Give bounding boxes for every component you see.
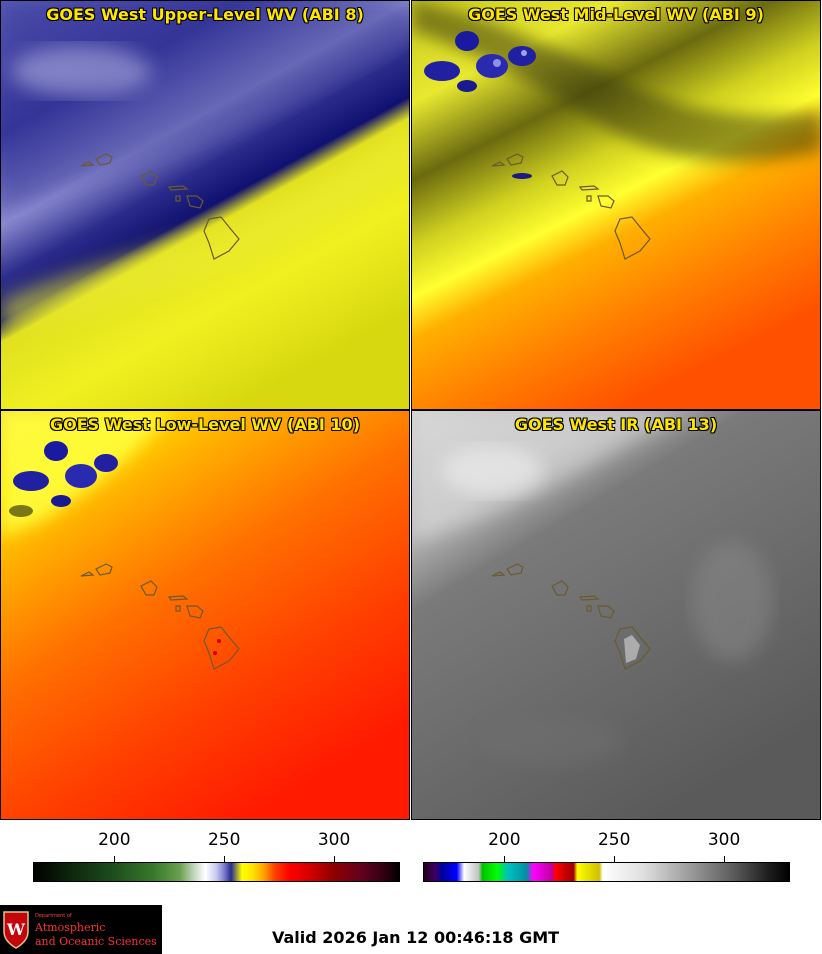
mid-level-wv-image [412,1,820,409]
coastline-hawaii-2 [491,153,651,260]
coastline-hawaii-1 [80,153,240,260]
colorbar-tick-mark [334,856,336,862]
colorbar-tick-label: 250 [207,830,241,850]
colorbar-tick-label: 300 [707,830,741,850]
coastline-hawaii-4 [491,563,651,670]
upper-level-wv-image [1,1,409,409]
logo-org-line1: Atmospheric [35,921,106,934]
convective-clouds [424,31,536,179]
uw-crest-icon: W [3,911,29,949]
panel-title: GOES West Upper-Level WV (ABI 8) [46,5,364,24]
logo-org-line2: and Oceanic Sciences [35,935,157,948]
colorbar-tick-label: 200 [98,830,131,850]
low-level-wv-panel: GOES West Low-Level WV (ABI 10) [0,410,410,820]
svg-text:W: W [6,920,26,939]
ir-colorbar: 200 250 300 [423,826,790,886]
panel-title: GOES West Mid-Level WV (ABI 9) [468,5,764,24]
infrared-panel: GOES West IR (ABI 13) [411,410,821,820]
colorbar-tick-mark [224,856,226,862]
panel-title: GOES West IR (ABI 13) [514,415,718,434]
coastline-hawaii-3 [80,563,240,670]
infrared-image [412,411,820,819]
panel-title: GOES West Low-Level WV (ABI 10) [49,415,360,434]
logo-dept-text: Department of [35,913,72,919]
colorbar-tick-label: 250 [597,830,631,850]
colorbar-tick-label: 200 [488,830,521,850]
colorbar-tick-mark [614,856,616,862]
low-level-wv-image [1,411,409,819]
valid-time: Valid 2026 Jan 12 00:46:18 GMT [272,928,560,947]
uw-aos-logo: W Department of Atmospheric and Oceanic … [0,905,162,954]
upper-level-wv-panel: GOES West Upper-Level WV (ABI 8) [0,0,410,410]
colorbar-tick-mark [114,856,116,862]
convective-clouds [9,441,118,517]
colorbar-tick-mark [504,856,506,862]
wv-colorbar: 200 250 300 [33,826,400,886]
mid-level-wv-panel: GOES West Mid-Level WV (ABI 9) [411,0,821,410]
colorbar-tick-mark [724,856,726,862]
ir-color-scale [423,862,790,882]
wv-color-scale [33,862,400,882]
colorbar-tick-label: 300 [317,830,351,850]
